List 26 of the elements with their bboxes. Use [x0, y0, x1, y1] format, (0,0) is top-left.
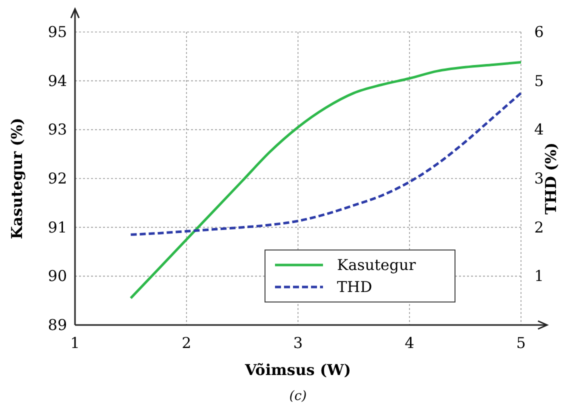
- y2-tick-label: 3: [534, 170, 544, 188]
- y-tick-label: 93: [48, 120, 67, 139]
- x-tick-label: 1: [70, 334, 80, 352]
- y2-tick-label: 5: [534, 72, 544, 90]
- x-tick-label: 2: [182, 334, 192, 352]
- x-tick-label: 3: [293, 334, 303, 352]
- x-axis-title: Võimsus (W): [244, 361, 351, 379]
- y-tick-label: 95: [48, 23, 67, 41]
- y2-tick-label: 2: [534, 218, 544, 236]
- text: (c): [289, 389, 307, 404]
- y-axis-title: Kasutegur (%): [8, 118, 26, 240]
- y2-tick-label: 6: [534, 23, 544, 41]
- x-tick-label: 5: [516, 334, 526, 352]
- legend-label: THD: [337, 278, 372, 296]
- line-series: [130, 61, 522, 300]
- x-tick-label: 4: [404, 334, 414, 352]
- y2-tick-label: 1: [534, 267, 544, 286]
- y-tick-label: 90: [48, 267, 67, 286]
- line-series: [130, 92, 522, 236]
- y-tick-label: 94: [48, 72, 67, 90]
- y2-tick-label: 4: [534, 120, 544, 139]
- y-tick-label: 92: [48, 170, 67, 188]
- y2-axis-title: THD (%): [542, 142, 560, 215]
- y-tick-label: 91: [48, 218, 67, 236]
- legend-label: Kasutegur: [337, 256, 417, 274]
- y-tick-label: 89: [48, 316, 67, 334]
